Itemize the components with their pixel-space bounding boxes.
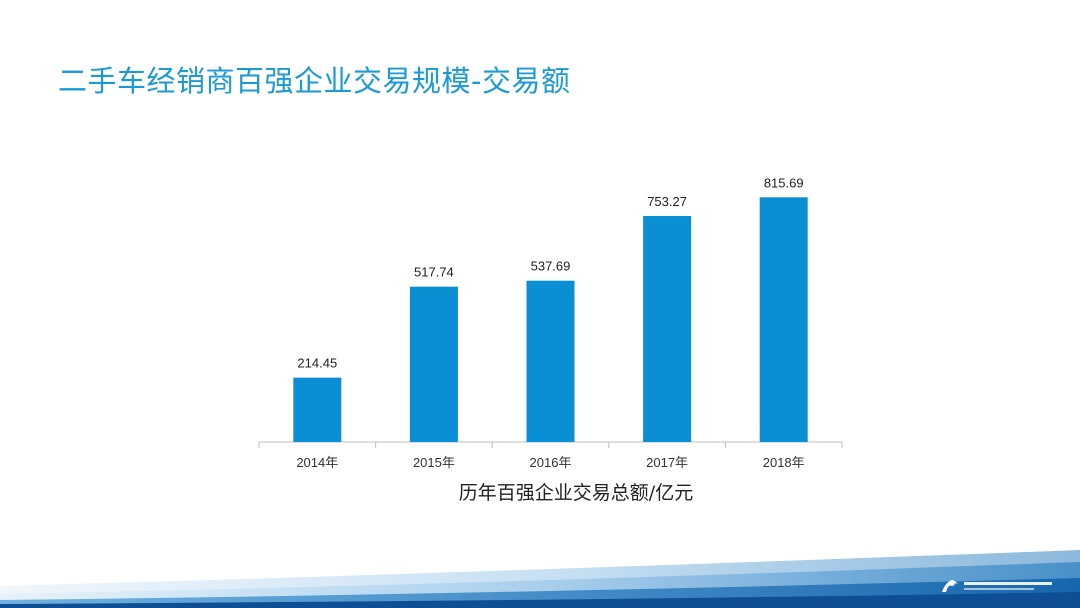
bars-group — [293, 197, 808, 442]
x-tick-label: 2016年 — [530, 455, 572, 470]
x-tick-label: 2018年 — [763, 455, 805, 470]
data-label: 537.69 — [531, 259, 571, 274]
bar-2017年 — [643, 216, 692, 442]
data-label: 214.45 — [297, 356, 337, 371]
bar-2014年 — [293, 377, 342, 442]
bar-2015年 — [409, 286, 458, 442]
x-axis-ticks — [258, 442, 843, 448]
x-axis-title: 历年百强企业交易总额/亿元 — [459, 482, 693, 504]
organization-logo-icon — [942, 580, 1052, 592]
x-tick-label: 2015年 — [413, 455, 455, 470]
data-label: 815.69 — [764, 175, 804, 190]
slide-title: 二手车经销商百强企业交易规模-交易额 — [58, 64, 571, 98]
footer-wave-decoration — [0, 550, 1080, 608]
bar-2016年 — [526, 280, 575, 442]
x-tick-label: 2017年 — [646, 455, 688, 470]
data-labels-group: 214.45 517.74 537.69 753.27 815.69 — [297, 175, 803, 370]
x-tick-label: 2014年 — [296, 455, 338, 470]
data-label: 517.74 — [414, 265, 454, 280]
x-tick-labels-group: 2014年 2015年 2016年 2017年 2018年 — [296, 455, 804, 470]
bar-2018年 — [759, 197, 808, 442]
data-label: 753.27 — [647, 194, 687, 209]
